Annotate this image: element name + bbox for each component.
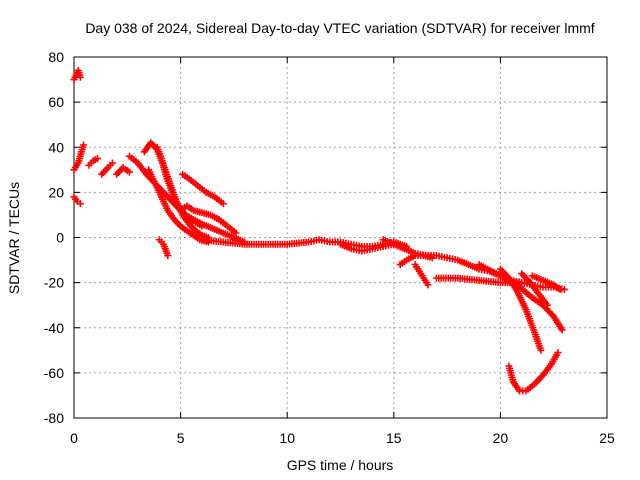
chart-title: Day 038 of 2024, Sidereal Day-to-day VTE…: [85, 20, 594, 36]
data-point: [219, 200, 227, 208]
y-tick-label: -40: [44, 320, 64, 336]
data-point: [108, 159, 116, 167]
x-tick-label: 5: [177, 430, 185, 446]
y-tick-label: -60: [44, 365, 64, 381]
x-tick-label: 10: [279, 430, 295, 446]
axis-ticks: [73, 56, 608, 419]
data-points: [70, 67, 568, 395]
y-tick-label: 80: [48, 49, 64, 65]
series-track-11: [177, 202, 240, 237]
series-track-24: [528, 272, 564, 293]
series-track-12: [179, 170, 227, 208]
series-track-2: [70, 193, 84, 208]
series-track-23: [505, 349, 562, 395]
y-axis-label: SDTVAR / TECUs: [6, 182, 22, 294]
data-point: [232, 229, 240, 237]
data-point: [80, 141, 88, 149]
x-tick-label: 15: [386, 430, 402, 446]
data-point: [93, 155, 101, 163]
series-track-13: [155, 236, 172, 260]
data-point: [556, 285, 564, 293]
series-track-17: [396, 252, 436, 269]
x-tick-label: 0: [70, 430, 78, 446]
y-tick-label: -20: [44, 275, 64, 291]
data-point: [164, 252, 172, 260]
data-point: [428, 254, 436, 262]
axis-tick-labels: 0 5 10 15 20 25 -80 -60 -40 -20 0 20 40 60 80: [44, 49, 615, 446]
series-track-1: [70, 67, 84, 84]
x-tick-label: 25: [599, 430, 615, 446]
y-tick-label: 20: [48, 184, 64, 200]
data-point: [76, 73, 84, 81]
series-track-21: [496, 265, 545, 354]
series-track-5: [98, 159, 116, 178]
y-tick-label: -80: [44, 410, 64, 426]
series-track-18: [411, 261, 432, 289]
data-point: [125, 168, 133, 176]
series-track-4: [85, 155, 101, 169]
y-tick-label: 60: [48, 94, 64, 110]
data-point: [537, 346, 545, 354]
data-point: [543, 301, 551, 309]
x-axis-label: GPS time / hours: [287, 457, 394, 473]
series-track-6: [113, 164, 133, 178]
series-track-3: [70, 141, 88, 174]
data-point: [554, 349, 562, 357]
data-point: [558, 326, 566, 334]
data-point: [76, 200, 84, 208]
grid-lines: [74, 57, 607, 418]
y-tick-label: 0: [56, 230, 64, 246]
y-tick-label: 40: [48, 139, 64, 155]
x-tick-label: 20: [493, 430, 509, 446]
data-point: [424, 281, 432, 289]
series-track-22: [518, 270, 551, 309]
